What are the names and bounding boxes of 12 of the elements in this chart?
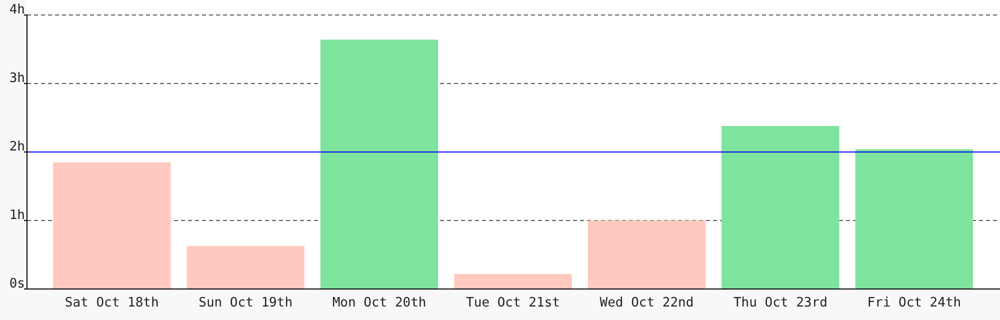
x-tick-label: Fri Oct 24th <box>867 295 962 310</box>
y-tick-label: 3h <box>9 71 25 86</box>
x-tick-label: Sat Oct 18th <box>64 295 159 310</box>
y-tick-label: 4h <box>9 2 25 18</box>
x-tick-label: Mon Oct 20th <box>332 295 426 310</box>
y-tick-label: 2h <box>9 140 25 155</box>
y-tick-label: 0s <box>9 276 25 292</box>
x-tick-label: Tue Oct 21st <box>466 295 560 310</box>
x-tick-label: Thu Oct 23rd <box>733 295 828 310</box>
y-tick-label: 1h <box>9 208 25 224</box>
x-tick-label: Wed Oct 22nd <box>600 295 694 310</box>
x-tick-label: Sun Oct 19th <box>198 295 293 310</box>
